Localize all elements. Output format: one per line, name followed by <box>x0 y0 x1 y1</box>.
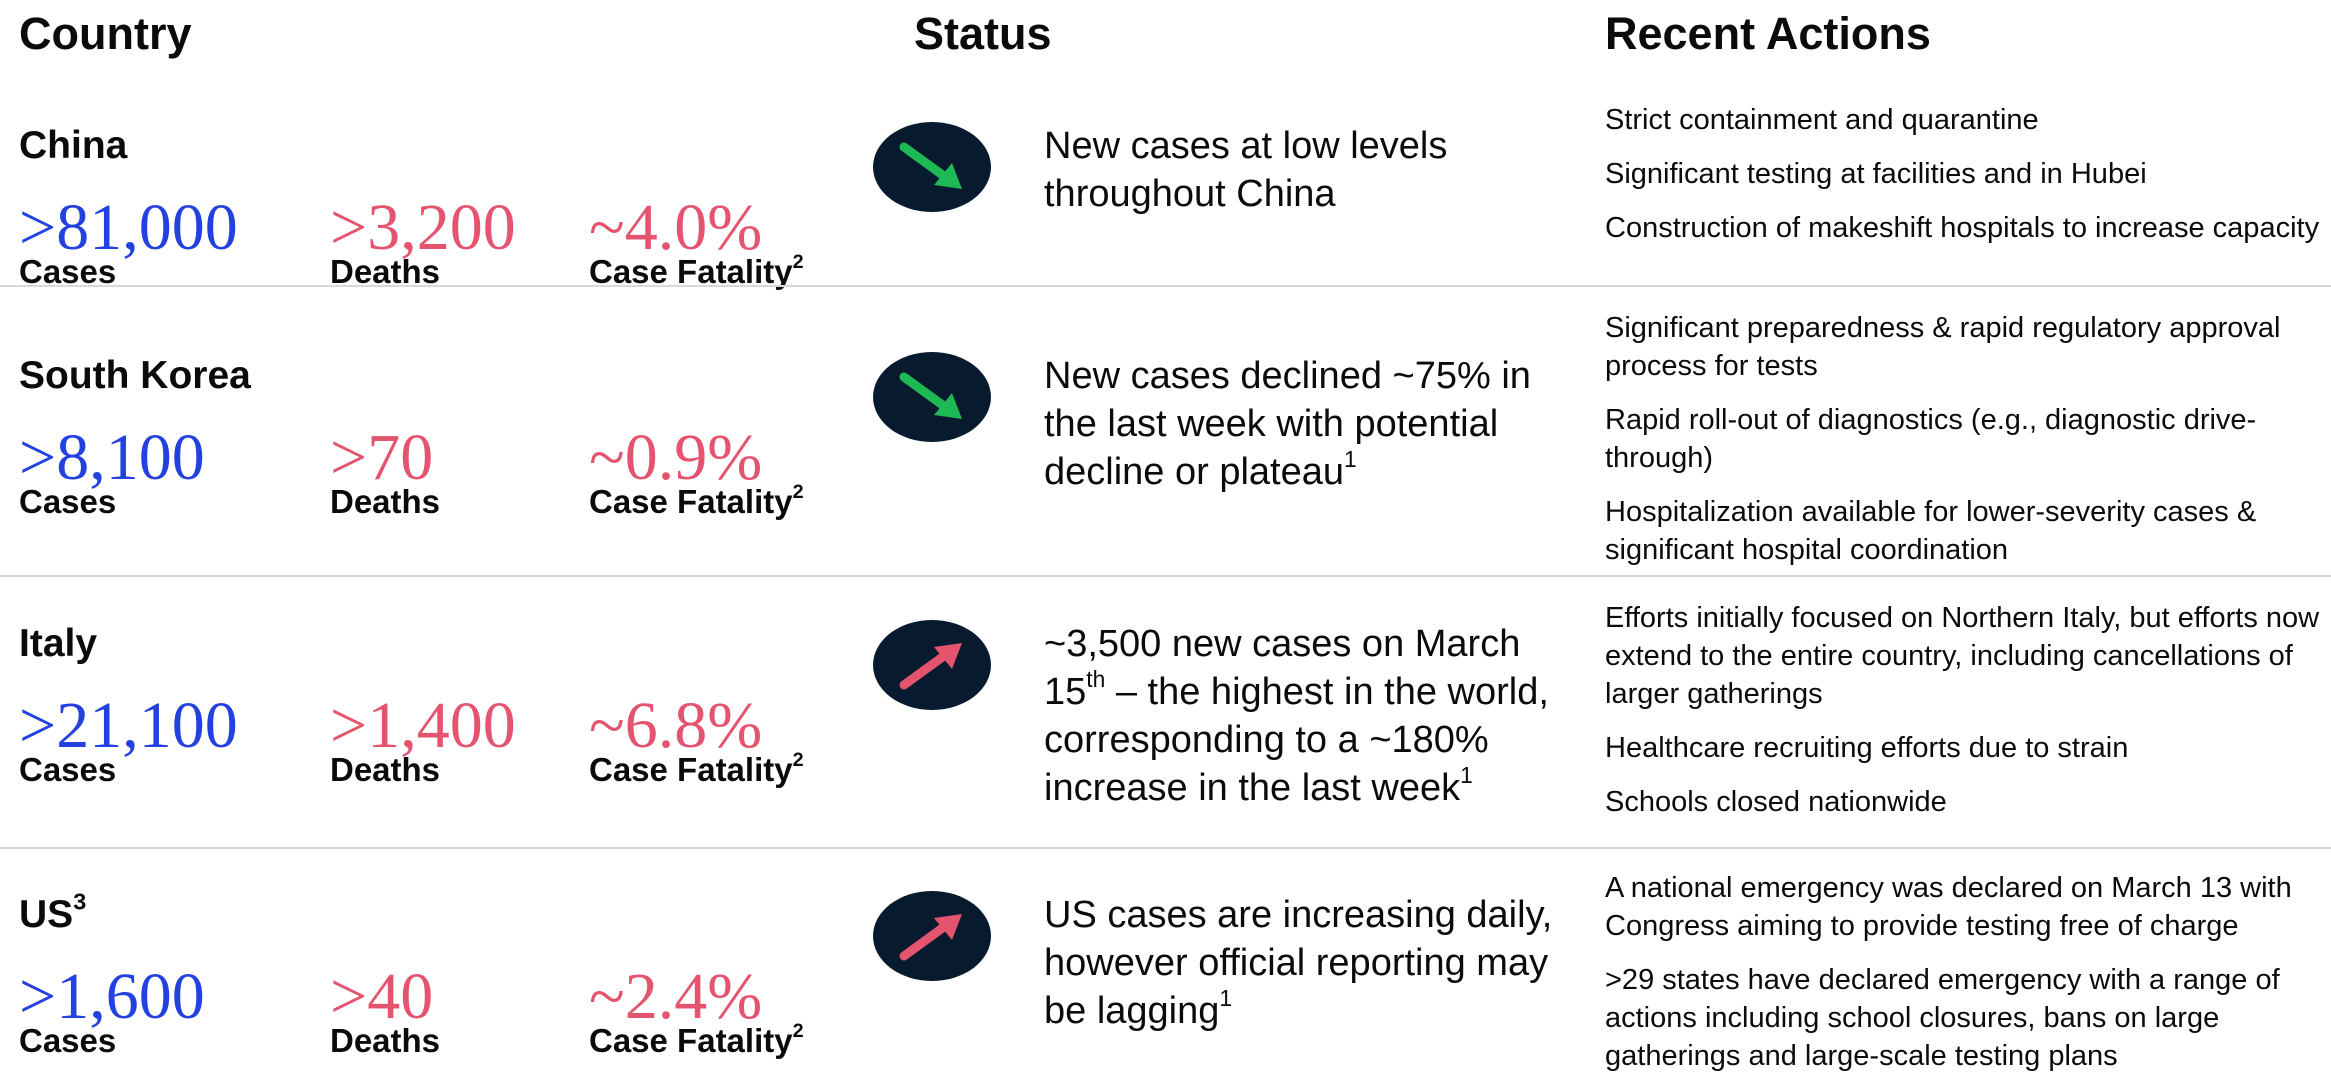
footnote: 2 <box>792 749 804 772</box>
stat-value: >81,000 <box>19 191 238 264</box>
country-name: Italy <box>19 621 97 667</box>
stat-value: ~4.0% <box>589 191 763 264</box>
header: Recent Actions <box>1605 8 1931 59</box>
status-text-part: New cases declined ~75% in the last week… <box>1044 355 1531 493</box>
stat-value: ~0.9% <box>589 421 763 494</box>
recent-actions: Strict containment and quarantine Signifi… <box>1605 101 2325 263</box>
trend-icon <box>873 620 991 710</box>
stat-value: ~2.4% <box>589 960 763 1033</box>
footnote: 1 <box>1219 984 1233 1011</box>
stat-label: Case Fatality2 <box>589 749 804 788</box>
stat-label-text: Deaths <box>330 483 441 520</box>
status-text: New cases at low levels throughout China <box>1044 122 1564 218</box>
stat-label-text: Case Fatality <box>589 253 793 290</box>
country-row: China >81,000 Cases >3,200 Deaths ~4.0% Case F… <box>0 89 2331 290</box>
country-text: US <box>19 893 74 936</box>
stat-label-text: Cases <box>19 1022 117 1059</box>
stat-value: >8,100 <box>19 421 205 494</box>
stat-label: Case Fatality2 <box>589 1020 804 1059</box>
stat-label: Cases <box>19 254 116 290</box>
status-text: ~3,500 new cases on March 15th – the hig… <box>1044 620 1564 812</box>
header: Country <box>19 8 192 59</box>
action-item: Efforts initially focused on Northern It… <box>1605 602 2320 710</box>
action-item: Strict containment and quarantine <box>1605 104 2039 136</box>
stat-label: Deaths <box>330 254 440 290</box>
divider <box>0 575 2331 577</box>
stat-label: Deaths <box>330 1023 440 1059</box>
stat-value: >1,400 <box>330 689 516 762</box>
action-item: Hospitalization available for lower-seve… <box>1605 496 2257 566</box>
header: Status <box>914 8 1052 59</box>
action-item: Healthcare recruiting efforts due to str… <box>1605 732 2129 764</box>
recent-actions: A national emergency was declared on Mar… <box>1605 869 2325 1091</box>
footnote: 1 <box>1460 761 1473 788</box>
stat-value: >3,200 <box>330 191 516 264</box>
footnote: 1 <box>1344 445 1357 472</box>
footnote: 2 <box>792 1020 804 1043</box>
stat-value: ~6.8% <box>589 689 763 762</box>
status-text-part: New cases at low levels throughout China <box>1044 125 1448 215</box>
stat-label: Cases <box>19 752 116 788</box>
status-text: US cases are increasing daily, however o… <box>1044 891 1564 1035</box>
country-text: South Korea <box>19 354 251 397</box>
action-item: Schools closed nationwide <box>1605 786 1947 818</box>
action-item: A national emergency was declared on Mar… <box>1605 872 2292 942</box>
country-name: South Korea <box>19 353 251 399</box>
stat-label-text: Case Fatality <box>589 483 793 520</box>
stat-label-text: Cases <box>19 751 117 788</box>
stat-label: Case Fatality2 <box>589 481 804 520</box>
divider <box>0 847 2331 849</box>
footnote: th <box>1086 665 1106 692</box>
footnote: 2 <box>792 251 804 274</box>
action-item: Rapid roll-out of diagnostics (e.g., dia… <box>1605 404 2257 474</box>
status-text-part: US cases are increasing daily, however o… <box>1044 894 1553 1032</box>
stat-value: >70 <box>330 421 434 494</box>
status-text-part: – the highest in the world, correspondin… <box>1044 671 1549 809</box>
trend-icon <box>873 122 991 212</box>
country-row: South Korea >8,100 Cases >70 Deaths ~0.9% Case… <box>0 285 2331 575</box>
stat-label-text: Case Fatality <box>589 751 793 788</box>
stat-value: >21,100 <box>19 689 238 762</box>
stat-label: Case Fatality2 <box>589 251 804 290</box>
action-item: Construction of makeshift hospitals to i… <box>1605 212 2320 244</box>
stat-label-text: Case Fatality <box>589 1022 793 1059</box>
action-item: Significant preparedness & rapid regulat… <box>1605 312 2281 382</box>
stat-label-text: Cases <box>19 483 117 520</box>
stat-label-text: Deaths <box>330 1022 441 1059</box>
recent-actions: Significant preparedness & rapid regulat… <box>1605 309 2325 585</box>
country-name: US3 <box>19 890 86 938</box>
stat-label: Deaths <box>330 752 440 788</box>
country-row: Italy >21,100 Cases >1,400 Deaths ~6.8% Case F… <box>0 575 2331 847</box>
stat-value: >1,600 <box>19 960 205 1033</box>
stat-label-text: Deaths <box>330 751 441 788</box>
action-item: >29 states have declared emergency with … <box>1605 964 2280 1072</box>
divider <box>0 285 2331 287</box>
stat-value: >40 <box>330 960 434 1033</box>
country-row: US3 >1,600 Cases >40 Deaths ~2.4% Case Fatalit… <box>0 847 2331 1072</box>
country-text: Italy <box>19 622 98 665</box>
trend-icon <box>873 891 991 981</box>
stat-label: Cases <box>19 1023 116 1059</box>
status-text-part: ~3,500 new cases on March 15 <box>1044 623 1521 713</box>
footnote: 3 <box>73 888 87 915</box>
trend-icon <box>873 352 991 442</box>
country-text: China <box>19 124 128 167</box>
recent-actions: Efforts initially focused on Northern It… <box>1605 599 2325 837</box>
country-name: China <box>19 123 127 169</box>
footnote: 2 <box>792 481 804 504</box>
stat-label: Cases <box>19 484 116 520</box>
status-text: New cases declined ~75% in the last week… <box>1044 352 1564 496</box>
stat-label-text: Deaths <box>330 253 441 290</box>
action-item: Significant testing at facilities and in… <box>1605 158 2147 190</box>
stat-label-text: Cases <box>19 253 117 290</box>
stat-label: Deaths <box>330 484 440 520</box>
